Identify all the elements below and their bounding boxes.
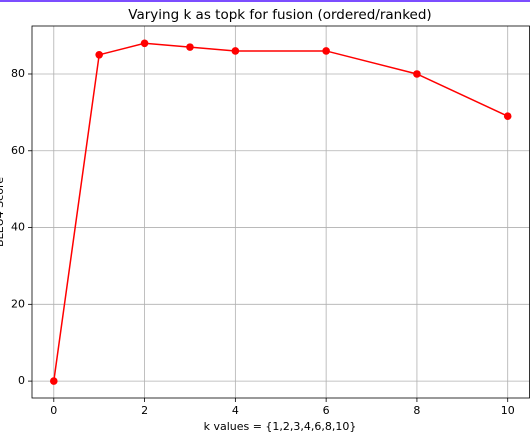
y-tick-label: 0 <box>18 374 25 387</box>
marker <box>413 70 421 78</box>
y-tick-label: 20 <box>11 297 25 310</box>
marker <box>186 43 194 51</box>
x-tick-label: 2 <box>141 404 148 417</box>
x-tick-label: 10 <box>501 404 515 417</box>
y-tick-label: 40 <box>11 221 25 234</box>
y-axis-label: BLEU4 Score <box>0 177 6 247</box>
x-tick-label: 0 <box>50 404 57 417</box>
top-bar <box>0 0 530 2</box>
x-tick-label: 4 <box>232 404 239 417</box>
y-tick-label: 60 <box>11 144 25 157</box>
y-tick-label: 80 <box>11 67 25 80</box>
marker <box>49 377 58 385</box>
x-tick-label: 6 <box>323 404 330 417</box>
plot-frame <box>31 25 530 399</box>
line <box>53 42 509 382</box>
marker <box>95 50 103 59</box>
x-axis-label: k values = {1,2,3,4,6,8,10} <box>204 420 357 433</box>
marker <box>503 112 512 121</box>
chart-title: Varying k as topk for fusion (ordered/ra… <box>128 7 431 23</box>
marker <box>322 47 330 55</box>
x-tick-label: 8 <box>413 404 420 417</box>
marker <box>140 39 149 48</box>
marker <box>231 47 240 55</box>
